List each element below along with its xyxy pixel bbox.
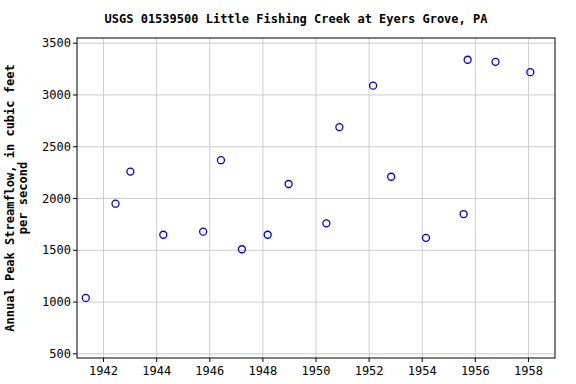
- background: [0, 0, 576, 384]
- tick-label: 3000: [42, 88, 71, 102]
- chart: 1942 1944 1946 1948 1950 1952 1954 1956 1958 500 1…: [0, 0, 576, 384]
- tick: [369, 358, 370, 362]
- grid-line: [77, 43, 555, 44]
- axes: 1942 1944 1946 1948 1950 1952 1954 1956 1958 500 1…: [42, 36, 555, 378]
- point: [370, 82, 377, 89]
- grid-line: [77, 146, 555, 147]
- plot-frame: [77, 38, 555, 358]
- tick: [73, 302, 77, 303]
- tick-label: 1950: [302, 364, 331, 378]
- tick-label: 1958: [514, 364, 543, 378]
- tick-label: 1944: [142, 364, 171, 378]
- tick-label: 1952: [355, 364, 384, 378]
- grid-line: [209, 38, 210, 358]
- tick-label: 1948: [248, 364, 277, 378]
- point: [238, 246, 245, 253]
- title: USGS 01539500 Little Fishing Creek at Ey…: [105, 12, 489, 26]
- point: [460, 211, 467, 218]
- tick: [73, 353, 77, 354]
- point: [264, 231, 271, 238]
- grid-line: [103, 38, 104, 358]
- y-axis-label-line: per second: [16, 162, 30, 234]
- tick: [209, 358, 210, 362]
- point: [200, 228, 207, 235]
- tick-label: 1946: [195, 364, 224, 378]
- tick: [73, 43, 77, 44]
- point: [464, 56, 471, 63]
- point: [82, 294, 89, 301]
- point: [492, 58, 499, 65]
- grid-line: [262, 38, 263, 358]
- grid: [77, 38, 555, 358]
- tick-label: 2000: [42, 192, 71, 206]
- grid-line: [77, 353, 555, 354]
- tick: [103, 358, 104, 362]
- point: [336, 124, 343, 131]
- grid-line: [77, 198, 555, 199]
- y-axis-label: Annual Peak Streamflow, in cubic feetper…: [3, 64, 30, 331]
- tick-label: 2500: [42, 140, 71, 154]
- grid-line: [77, 302, 555, 303]
- tick-label: 1954: [408, 364, 437, 378]
- point: [388, 173, 395, 180]
- tick-label: 1942: [89, 364, 118, 378]
- tick: [475, 358, 476, 362]
- tick-label: 500: [49, 347, 71, 361]
- tick-label: 1500: [42, 243, 71, 257]
- point: [160, 231, 167, 238]
- point: [285, 181, 292, 188]
- tick: [73, 250, 77, 251]
- point: [527, 69, 534, 76]
- point: [112, 200, 119, 207]
- tick: [73, 198, 77, 199]
- tick: [528, 358, 529, 362]
- point: [217, 157, 224, 164]
- tick: [73, 94, 77, 95]
- grid-line: [475, 38, 476, 358]
- tick: [73, 146, 77, 147]
- tick: [262, 358, 263, 362]
- tick-label: 1956: [461, 364, 490, 378]
- point: [422, 234, 429, 241]
- point: [323, 220, 330, 227]
- tick: [422, 358, 423, 362]
- grid-line: [316, 38, 317, 358]
- grid-line: [156, 38, 157, 358]
- tick: [156, 358, 157, 362]
- points: [82, 56, 534, 301]
- grid-line: [77, 250, 555, 251]
- tick-label: 3500: [42, 36, 71, 50]
- grid-line: [528, 38, 529, 358]
- y-axis-label-line: Annual Peak Streamflow, in cubic feet: [3, 64, 17, 331]
- grid-line: [77, 94, 555, 95]
- tick: [316, 358, 317, 362]
- point: [127, 168, 134, 175]
- grid-line: [422, 38, 423, 358]
- tick-label: 1000: [42, 295, 71, 309]
